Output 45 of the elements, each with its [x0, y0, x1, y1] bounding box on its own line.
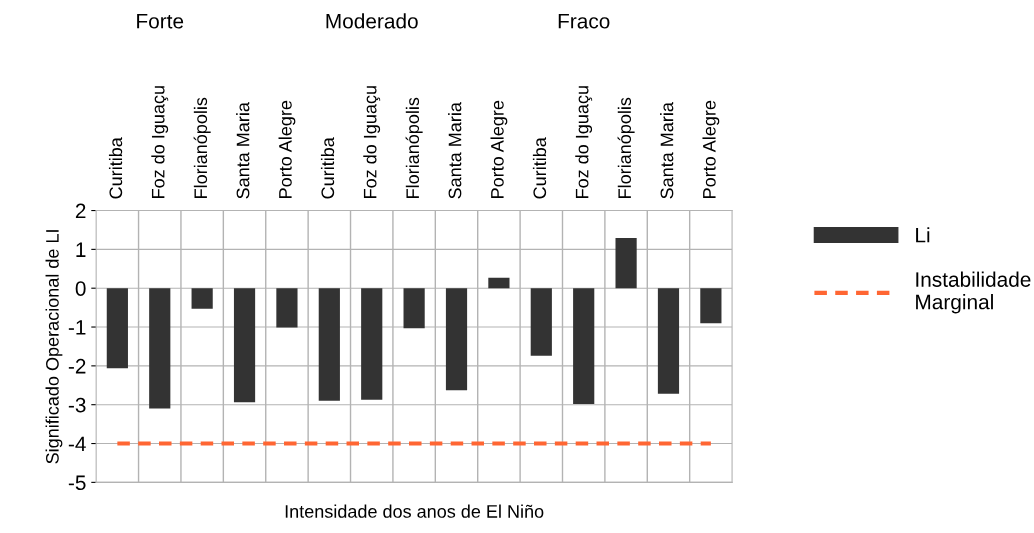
legend-label: Li [916, 227, 930, 243]
y-tick-label: -3 [68, 397, 86, 413]
bar [615, 238, 637, 289]
legend-label: Instabilidade Marginal [916, 271, 1031, 314]
y-tick-label: -4 [68, 436, 86, 452]
text: Moderado [326, 13, 418, 29]
x-tick-label: Porto Alegre [702, 100, 720, 198]
x-tick-label: Porto Alegre [278, 100, 296, 198]
x-tick-label: Foz do Iguaçu [151, 86, 169, 198]
bar [106, 288, 128, 369]
x-tick-label: Florianópolis [193, 97, 211, 198]
x-tick-label: Florianópolis [405, 97, 423, 198]
text: Forte [137, 14, 184, 29]
y-axis-title: Significado Operacional de LI [45, 230, 63, 464]
y-tick-label: -2 [68, 358, 86, 374]
y-tick-label: -1 [68, 320, 86, 335]
x-tick-label: Florianópolis [617, 97, 635, 198]
y-tick-label: -5 [68, 475, 86, 491]
bar [276, 288, 298, 328]
x-tick-label: Porto Alegre [490, 100, 508, 198]
x-tick-label: Curitiba [108, 137, 123, 199]
x-axis-title: Intensidade dos anos de El Niño [285, 504, 544, 518]
x-tick-label: Santa Maria [236, 102, 250, 199]
x-tick-label: Curitiba [532, 137, 547, 199]
x-tick-label: Foz do Iguaçu [575, 86, 593, 198]
bar [488, 277, 510, 289]
bar [318, 288, 340, 401]
x-tick-label: Santa Maria [660, 102, 674, 199]
text: Fraco [558, 14, 610, 29]
bar [445, 288, 468, 391]
bar [403, 288, 425, 329]
bar [191, 288, 213, 309]
y-tick-label: 0 [75, 281, 86, 296]
bar [149, 288, 171, 409]
x-tick-label: Santa Maria [448, 102, 462, 199]
bar [573, 288, 595, 404]
bar [700, 288, 722, 324]
bar [530, 288, 552, 356]
bar [657, 288, 680, 394]
bar [361, 288, 383, 400]
x-tick-label: Foz do Iguaçu [363, 86, 381, 198]
y-tick-label: 1 [76, 242, 86, 257]
x-tick-label: Curitiba [320, 137, 335, 199]
bar [233, 288, 256, 403]
y-tick-label: 2 [75, 203, 86, 219]
